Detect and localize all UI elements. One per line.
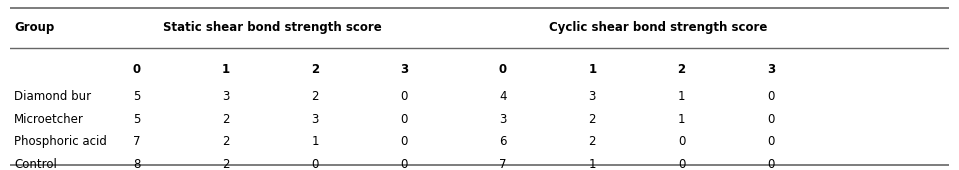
Text: 5: 5	[132, 113, 140, 126]
Text: 1: 1	[678, 113, 686, 126]
Text: 1: 1	[589, 158, 596, 170]
Text: Microetcher: Microetcher	[14, 113, 84, 126]
Text: Static shear bond strength score: Static shear bond strength score	[163, 21, 382, 34]
Text: 0: 0	[767, 158, 775, 170]
Text: 3: 3	[589, 90, 596, 103]
Text: 7: 7	[132, 135, 140, 148]
Text: 0: 0	[312, 158, 318, 170]
Text: 3: 3	[767, 63, 775, 76]
Text: 2: 2	[222, 158, 229, 170]
Text: 0: 0	[767, 90, 775, 103]
Text: 0: 0	[132, 63, 141, 76]
Text: 0: 0	[678, 135, 686, 148]
Text: 2: 2	[589, 113, 596, 126]
Text: 7: 7	[500, 158, 506, 170]
Text: 0: 0	[401, 113, 408, 126]
Text: 1: 1	[312, 135, 318, 148]
Text: 4: 4	[500, 90, 506, 103]
Text: 1: 1	[222, 63, 230, 76]
Text: 3: 3	[222, 90, 229, 103]
Text: 0: 0	[767, 135, 775, 148]
Text: 1: 1	[588, 63, 596, 76]
Text: 3: 3	[312, 113, 318, 126]
Text: 2: 2	[222, 113, 229, 126]
Text: 0: 0	[401, 158, 408, 170]
Text: Cyclic shear bond strength score: Cyclic shear bond strength score	[549, 21, 767, 34]
Text: 0: 0	[401, 135, 408, 148]
Text: Group: Group	[14, 21, 55, 34]
Text: 3: 3	[400, 63, 409, 76]
Text: 2: 2	[222, 135, 229, 148]
Text: 5: 5	[132, 90, 140, 103]
Text: 0: 0	[401, 90, 408, 103]
Text: 2: 2	[677, 63, 686, 76]
Text: 8: 8	[132, 158, 140, 170]
Text: Control: Control	[14, 158, 58, 170]
Text: 0: 0	[678, 158, 686, 170]
Text: 3: 3	[500, 113, 506, 126]
Text: 2: 2	[312, 90, 318, 103]
Text: Diamond bur: Diamond bur	[14, 90, 91, 103]
Text: 1: 1	[678, 90, 686, 103]
Text: 2: 2	[311, 63, 319, 76]
Text: 6: 6	[500, 135, 506, 148]
Text: 0: 0	[499, 63, 507, 76]
Text: 2: 2	[589, 135, 596, 148]
Text: 0: 0	[767, 113, 775, 126]
Text: Phosphoric acid: Phosphoric acid	[14, 135, 107, 148]
